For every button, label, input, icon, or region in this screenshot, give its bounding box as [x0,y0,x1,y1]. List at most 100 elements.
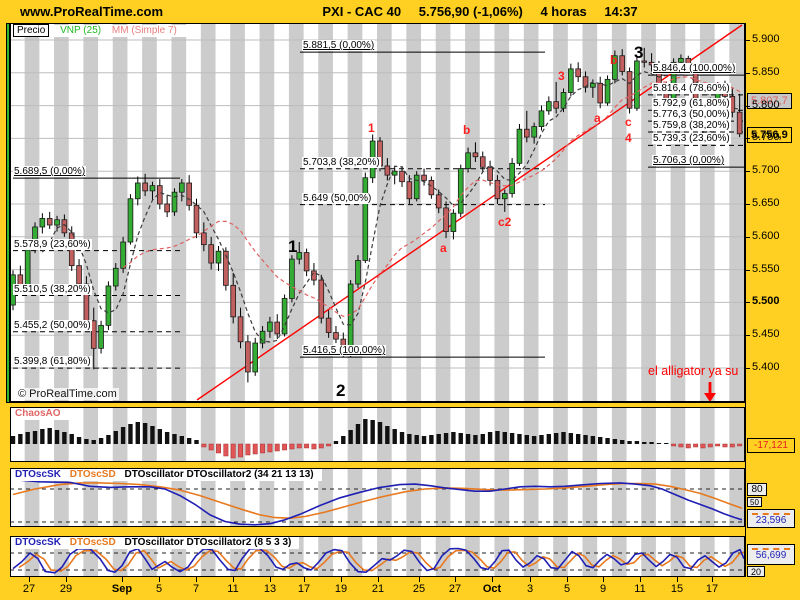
x-axis-label[interactable]: 15 [670,583,684,595]
y-axis-tick [745,335,750,337]
y-axis-border [745,23,746,577]
x-axis-label[interactable]: 5 [155,583,163,595]
x-axis-label[interactable]: 27 [22,583,36,595]
y-axis-label: 5.500 [752,295,780,308]
legend-price[interactable]: Precio [13,24,50,37]
y-axis-tick [745,236,750,238]
level-80-label: 80 [751,484,763,495]
x-axis-label[interactable]: 5 [563,583,571,595]
x-axis-label[interactable]: Oct [482,583,502,595]
y-axis-tick [745,138,750,140]
x-axis-tick [419,577,420,582]
chaosao-value-box: -17,121 [747,438,795,453]
y-axis-label: 5.600 [752,229,780,242]
legend-mm[interactable]: MM (Simple 7) [111,25,177,36]
p2-level80-box: 80 [747,483,767,496]
dtoscsd-value-dash [752,513,790,515]
x-axis-tick [712,577,713,582]
y-axis-tick [745,368,750,369]
y-axis-tick [745,40,750,41]
level-50-label: 50 [750,498,759,507]
x-axis-tick [270,577,271,582]
y-axis-label: 5.800 [752,98,780,111]
x-axis-label[interactable]: 21 [371,583,385,595]
x-axis-label[interactable]: 7 [192,583,200,595]
x-axis-label[interactable]: 17 [297,583,311,595]
p1-label: ChaosAO [13,408,69,420]
title-bar: www.ProRealTime.com PXI - CAC 40 5.756,9… [0,0,800,23]
x-axis-label[interactable]: 3 [526,583,534,595]
p2-label: DTOscSK DTOscSD DTOscillator DTOscillato… [13,469,322,481]
x-axis-tick [233,577,234,582]
legend-vnp[interactable]: VNP (25) [60,25,102,36]
dtoscsk-label[interactable]: DTOscSK [15,469,61,480]
dtoscsd-label[interactable]: DTOscSD [69,469,116,480]
p3-value-box: 56,699 [747,544,795,565]
y-axis-label: 5.750 [752,131,780,144]
x-axis-tick [122,577,123,582]
dtoscsk2-value: 56,699 [755,550,787,561]
chaosao-label[interactable]: ChaosAO [15,408,61,419]
y-axis-label: 5.900 [752,33,780,45]
x-axis-tick [304,577,305,582]
y-axis-tick [745,72,750,74]
x-axis-tick [677,577,678,582]
chart-title: PXI - CAC 40 5.756,90 (-1,06%) 4 horas 1… [280,4,680,19]
y-axis-label: 5.400 [752,361,780,373]
site-link[interactable]: www.ProRealTime.com [20,4,164,19]
x-axis-tick [492,577,493,582]
x-axis-tick [603,577,604,582]
legend: Precio VNP (25) MM (Simple 7) [11,24,187,37]
x-axis-label[interactable]: 19 [334,583,348,595]
timeframe: 4 horas [540,4,587,19]
x-axis-tick [66,577,67,582]
x-axis-tick [159,577,160,582]
dtoscsd2-value-dash [752,548,790,550]
x-axis-label[interactable]: 27 [448,583,462,595]
x-axis-label[interactable]: 9 [599,583,607,595]
y-axis-tick [745,269,750,271]
y-axis-label: 5.650 [752,197,780,209]
chaosao-value: -17,121 [754,440,788,451]
y-axis-label: 5.850 [752,65,780,78]
left-indicator-strip [6,23,10,403]
chaosao-panel-chart [10,407,745,462]
level-20-label: 20 [750,567,761,577]
p3-level20-box: 20 [747,566,765,577]
indicator-price-box: 5.807,7 [747,93,792,109]
y-axis-tick [745,204,750,205]
dtoscsd2-label[interactable]: DTOscSD [69,537,116,548]
x-axis-label[interactable]: 11 [227,583,239,595]
y-axis-tick [745,105,750,107]
x-axis-label[interactable]: Sep [111,583,133,595]
dtoscillator-label[interactable]: DTOscillator DTOscillator2 (34 21 13 13) [124,469,314,480]
quote-change: 5.756,90 (-1,06%) [418,4,523,19]
x-axis-tick [341,577,342,582]
main-price-chart [10,23,745,403]
instrument-name: PXI - CAC 40 [322,4,402,19]
x-axis-label[interactable]: 11 [634,583,646,595]
x-axis-label[interactable]: 29 [59,583,73,595]
p2-level50-box: 50 [747,497,762,507]
dtoscsk-value: 23,596 [755,515,787,526]
p3-label: DTOscSK DTOscSD DTOscillator DTOscillato… [13,537,300,549]
x-axis-tick [567,577,568,582]
y-axis-tick [745,171,750,173]
x-axis-label[interactable]: 13 [263,583,277,595]
x-axis-tick [640,577,641,582]
y-axis-tick [745,302,750,304]
x-axis-label[interactable]: 25 [412,583,426,595]
x-axis-tick [530,577,531,582]
x-axis-tick [196,577,197,582]
last-price-box: 5.756,9 [747,127,792,143]
x-axis-label[interactable]: 17 [705,583,719,595]
x-axis-tick [29,577,30,582]
p2-value-box: 23,596 [747,509,795,528]
dtoscsk2-label[interactable]: DTOscSK [15,537,61,548]
y-axis-label: 5.700 [752,164,780,177]
dtoscillator2-label[interactable]: DTOscillator DTOscillator2 (8 5 3 3) [124,537,292,548]
x-axis-tick [378,577,379,582]
clock: 14:37 [604,4,638,19]
y-axis-label: 5.550 [752,262,780,275]
